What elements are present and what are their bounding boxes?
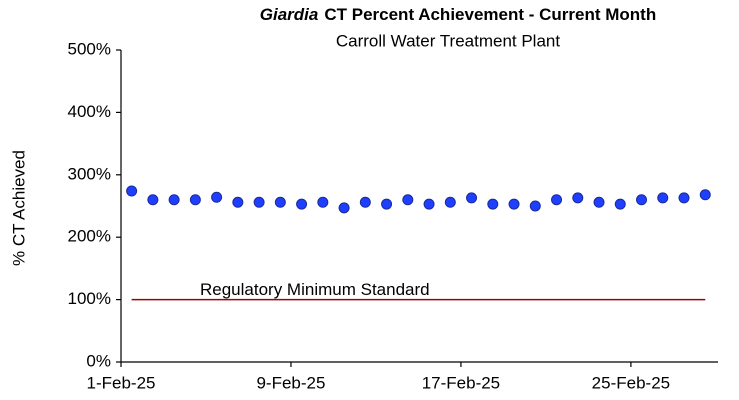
- x-tick-label: 25-Feb-25: [592, 373, 670, 392]
- data-point: [168, 194, 180, 206]
- x-tick-label: 9-Feb-25: [256, 373, 325, 392]
- data-point: [614, 198, 626, 210]
- data-point: [466, 192, 478, 204]
- title-rest: CT Percent Achievement - Current Month: [324, 5, 656, 24]
- data-point: [551, 194, 563, 206]
- y-tick-label: 500%: [68, 39, 111, 58]
- data-point: [444, 196, 456, 208]
- data-point: [211, 191, 223, 203]
- data-point: [147, 194, 159, 206]
- data-point: [253, 196, 265, 208]
- data-point: [338, 202, 350, 214]
- x-tick-label: 17-Feb-25: [422, 373, 500, 392]
- data-point: [402, 194, 414, 206]
- data-point: [657, 192, 669, 204]
- data-point: [487, 198, 499, 210]
- y-tick-label: 100%: [68, 289, 111, 308]
- data-point: [423, 198, 435, 210]
- data-point: [381, 198, 393, 210]
- data-point: [593, 196, 605, 208]
- data-point: [572, 192, 584, 204]
- y-tick-label: 300%: [68, 164, 111, 183]
- y-axis-label: % CT Achieved: [9, 150, 28, 266]
- data-point: [274, 196, 286, 208]
- data-point: [232, 196, 244, 208]
- y-tick-label: 400%: [68, 102, 111, 121]
- data-point: [636, 194, 648, 206]
- y-tick-label: 200%: [68, 227, 111, 246]
- data-point: [189, 194, 201, 206]
- y-tick-label: 0%: [86, 351, 111, 370]
- reference-label: Regulatory Minimum Standard: [200, 280, 430, 299]
- title-italic: Giardia: [260, 5, 319, 24]
- chart-subtitle: Carroll Water Treatment Plant: [336, 31, 560, 50]
- data-point: [529, 200, 541, 212]
- data-point: [699, 189, 711, 201]
- chart-title: Giardia CT Percent Achievement - Current …: [260, 5, 656, 24]
- data-point: [678, 192, 690, 204]
- data-point: [508, 198, 520, 210]
- data-point: [317, 196, 329, 208]
- x-tick-label: 1-Feb-25: [87, 373, 156, 392]
- data-point: [296, 198, 308, 210]
- data-point: [359, 196, 371, 208]
- data-point: [126, 185, 138, 197]
